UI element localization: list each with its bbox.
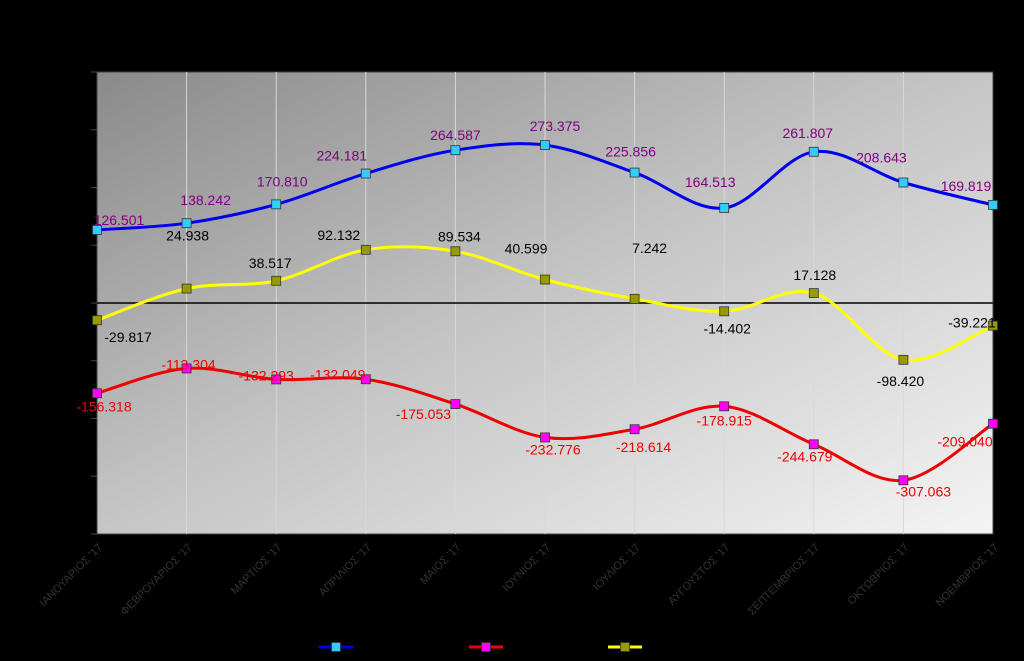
data-label: 38.517 <box>249 255 292 271</box>
data-point <box>271 275 282 286</box>
data-label: 17.128 <box>793 267 836 283</box>
data-point <box>629 424 640 435</box>
data-label: 7.242 <box>632 240 667 256</box>
data-point <box>808 146 819 157</box>
data-label: -132.293 <box>239 367 294 383</box>
series-markers <box>92 140 998 486</box>
data-point <box>898 475 909 486</box>
x-axis-labels: ΙΑΝΟΥΑΡΙΟΣ '17 ΦΕΒΡΟΥΑΡΙΟΣ '17 ΜΑΡΤΙΟΣ '17… <box>38 542 1002 618</box>
data-point <box>271 199 282 210</box>
data-label: -29.817 <box>104 329 152 345</box>
data-label: -244.679 <box>777 448 832 464</box>
data-point <box>629 167 640 178</box>
data-point <box>450 246 461 257</box>
data-point <box>181 363 192 374</box>
data-point <box>540 140 550 151</box>
data-label: -175.053 <box>396 406 451 422</box>
data-point <box>629 293 640 304</box>
data-label: 273.375 <box>530 118 581 134</box>
data-label: 126.501 <box>94 212 145 228</box>
data-label: 138.242 <box>180 192 231 208</box>
series-line <box>96 245 994 362</box>
x-tick-label: ΟΚΤΩΒΡΙΟΣ '17 <box>846 542 912 608</box>
data-point <box>540 274 550 285</box>
data-label: -218.614 <box>616 439 671 455</box>
x-tick-label: ΙΟΥΝΙΟΣ '17 <box>501 542 554 595</box>
data-point <box>988 200 998 210</box>
legend-marker <box>481 642 491 652</box>
x-tick-label: ΝΟΕΜΒΡΙΟΣ '17 <box>934 542 1002 610</box>
data-point <box>898 354 909 365</box>
data-label: 169.819 <box>941 178 992 194</box>
data-point <box>181 283 192 294</box>
data-point <box>92 388 102 399</box>
data-labels: 126.501 138.242 170.810 224.181 264.587 273.3… <box>76 118 996 499</box>
x-tick-label: ΑΠΡΙΛΙΟΣ '17 <box>317 542 374 599</box>
data-label: 89.534 <box>438 228 481 244</box>
data-label: -14.402 <box>703 320 751 336</box>
x-tick-label: ΑΥΓΟΥΣΤΟΣ '17 <box>666 542 732 608</box>
x-tick-label: ΜΑΙΟΣ '17 <box>418 542 463 587</box>
x-tick-label: ΙΑΝΟΥΑΡΙΟΣ '17 <box>38 542 106 610</box>
legend-marker <box>620 642 630 652</box>
x-tick-label: ΦΕΒΡΟΥΑΡΙΟΣ '17 <box>118 542 194 618</box>
data-point <box>360 244 371 255</box>
data-label: -209.040 <box>937 434 992 450</box>
data-label: 261.807 <box>782 125 833 141</box>
data-label: 40.599 <box>505 241 548 257</box>
data-label: 164.513 <box>685 174 736 190</box>
data-point <box>719 401 730 412</box>
data-label: -307.063 <box>896 483 951 499</box>
data-point <box>360 374 371 385</box>
data-label: 170.810 <box>257 173 308 189</box>
data-point <box>898 177 909 188</box>
x-tick-label: ΜΑΡΤΙΟΣ '17 <box>229 542 284 597</box>
data-point <box>808 288 819 299</box>
data-label: 24.938 <box>166 228 209 244</box>
data-label: -132.049 <box>310 366 365 382</box>
data-label: 225.856 <box>605 144 656 160</box>
data-label: -232.776 <box>525 441 580 457</box>
data-point <box>988 320 998 331</box>
data-point <box>360 168 371 179</box>
data-label: -156.318 <box>76 398 131 414</box>
x-tick-label: ΣΕΠΤΕΜΒΡΙΟΣ '17 <box>746 542 822 618</box>
data-point <box>540 432 550 443</box>
legend-marker <box>331 642 341 652</box>
data-label: -98.420 <box>877 373 925 389</box>
data-label: 208.643 <box>856 150 907 166</box>
data-label: 224.181 <box>316 148 367 164</box>
data-label: -178.915 <box>697 412 752 428</box>
data-point <box>450 399 461 409</box>
data-point <box>808 439 819 450</box>
data-label: -113.304 <box>161 356 215 372</box>
data-point <box>92 225 102 235</box>
data-point <box>181 218 192 229</box>
data-point <box>988 418 998 429</box>
data-point <box>450 145 461 156</box>
data-label: 92.132 <box>317 227 360 243</box>
x-tick-label: ΙΟΥΛΙΟΣ '17 <box>591 542 643 594</box>
data-label: 264.587 <box>430 127 481 143</box>
data-point <box>719 203 730 213</box>
data-point <box>271 374 282 385</box>
data-point <box>92 315 102 326</box>
data-label: -39.221 <box>948 315 996 331</box>
y-axis-ticks <box>91 71 97 535</box>
data-point <box>719 306 730 317</box>
legend <box>319 642 642 652</box>
